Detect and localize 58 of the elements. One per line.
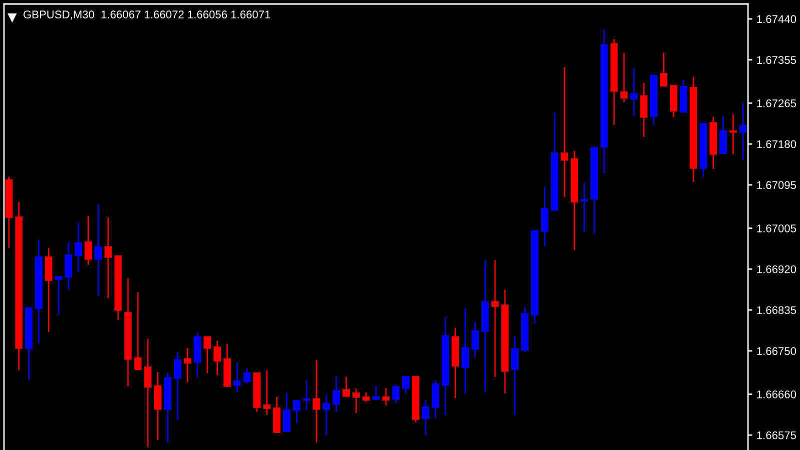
candlestick bbox=[44, 247, 52, 333]
candlestick bbox=[243, 368, 251, 384]
candlestick bbox=[322, 394, 330, 436]
candlestick bbox=[362, 392, 370, 403]
candlestick bbox=[144, 338, 152, 448]
candlestick bbox=[204, 336, 212, 374]
candlestick bbox=[491, 259, 499, 378]
candlestick bbox=[560, 66, 568, 198]
y-tick-label: 1.66575 bbox=[757, 431, 796, 440]
candlestick bbox=[214, 340, 221, 376]
y-tick-label: 1.67265 bbox=[757, 99, 796, 108]
candlestick bbox=[580, 182, 588, 233]
candlestick bbox=[739, 102, 747, 161]
candlestick bbox=[462, 307, 469, 394]
y-tick-label: 1.67180 bbox=[757, 140, 796, 148]
candlestick bbox=[174, 351, 182, 421]
candlestick bbox=[720, 115, 727, 155]
y-tick-label: 1.66920 bbox=[757, 265, 796, 274]
candlestick bbox=[74, 222, 82, 273]
candlestick bbox=[154, 371, 162, 441]
candlestick bbox=[342, 376, 350, 398]
y-tick-label: 1.67095 bbox=[757, 181, 796, 190]
candlestick bbox=[134, 291, 142, 370]
y-tick-label: 1.67005 bbox=[757, 224, 796, 232]
candlestick bbox=[382, 387, 390, 406]
candlestick bbox=[402, 375, 410, 394]
candlestick bbox=[392, 384, 400, 404]
candlestick bbox=[104, 216, 112, 299]
candlestick bbox=[54, 276, 62, 316]
y-tick-label: 1.67355 bbox=[757, 56, 796, 64]
candlestick bbox=[729, 113, 737, 155]
candlestick bbox=[292, 399, 300, 424]
candlestick bbox=[332, 376, 340, 413]
candlestick bbox=[233, 362, 241, 393]
y-tick-label: 1.67440 bbox=[757, 15, 796, 24]
y-tick-label: 1.66835 bbox=[757, 306, 796, 314]
candlestick bbox=[94, 203, 102, 297]
candlestick bbox=[640, 82, 648, 138]
y-tick-label: 1.66750 bbox=[757, 347, 796, 356]
candlestick bbox=[352, 388, 360, 414]
candlestick bbox=[372, 385, 380, 401]
candlestick bbox=[263, 369, 271, 416]
text: GBPUSD,M30 1.66067 1.66072 1.66056 1.66071 bbox=[24, 10, 270, 20]
candlestick bbox=[302, 380, 310, 411]
candlestick bbox=[84, 215, 92, 266]
candlestick bbox=[432, 380, 440, 419]
candlestick bbox=[64, 241, 72, 290]
candlestick bbox=[540, 186, 548, 247]
candlestick bbox=[184, 347, 192, 383]
candlestick bbox=[422, 399, 430, 436]
candlestick bbox=[283, 392, 290, 432]
candlestick bbox=[511, 335, 519, 416]
candlestick bbox=[472, 321, 479, 358]
candlestick bbox=[660, 52, 668, 86]
candlestick bbox=[620, 52, 628, 103]
candlestick bbox=[312, 359, 320, 443]
y-tick-label: 1.66660 bbox=[757, 390, 796, 398]
candlestick bbox=[630, 67, 638, 117]
